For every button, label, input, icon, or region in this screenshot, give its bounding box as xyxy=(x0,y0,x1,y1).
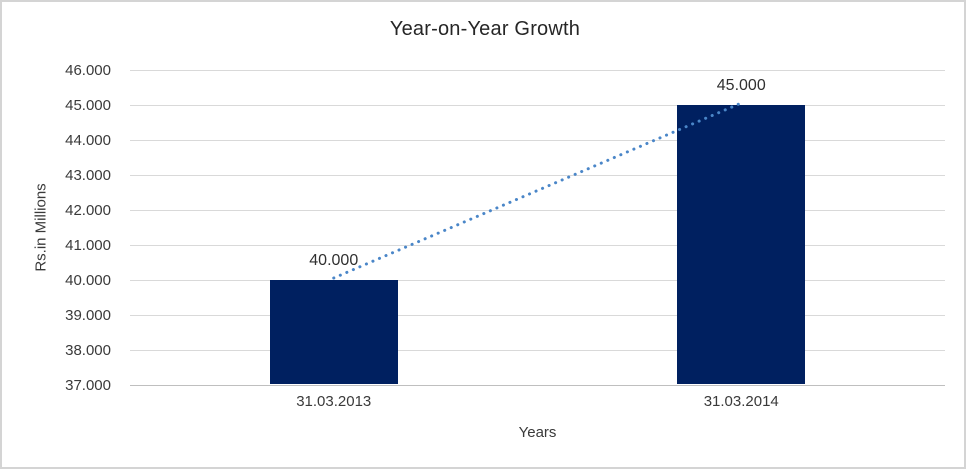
y-tick-label: 46.000 xyxy=(65,62,111,79)
y-axis-title-text: Rs.in Millions xyxy=(32,183,50,272)
y-tick-label: 44.000 xyxy=(65,132,111,149)
y-tick-label: 43.000 xyxy=(65,167,111,184)
gridline xyxy=(130,70,945,71)
y-tick-label: 40.000 xyxy=(65,272,111,289)
y-axis-title: Rs.in Millions xyxy=(32,70,50,385)
gridline xyxy=(130,350,945,351)
x-tick-label: 31.03.2013 xyxy=(296,393,372,410)
data-label: 45.000 xyxy=(716,77,766,94)
y-tick-label: 45.000 xyxy=(65,97,111,114)
y-tick-label: 37.000 xyxy=(65,377,111,394)
gridline xyxy=(130,140,945,141)
gridline xyxy=(130,245,945,246)
gridline xyxy=(130,105,945,106)
gridline xyxy=(130,210,945,211)
gridline xyxy=(130,280,945,281)
plot-area xyxy=(130,70,945,386)
chart-title: Year-on-Year Growth xyxy=(389,18,581,40)
y-tick-label: 38.000 xyxy=(65,342,111,359)
bar-31.03.2013 xyxy=(269,280,398,384)
gridline xyxy=(130,175,945,176)
trendline xyxy=(332,101,743,280)
bar-31.03.2014 xyxy=(677,105,806,384)
y-tick-label: 39.000 xyxy=(65,307,111,324)
x-tick-label: 31.03.2014 xyxy=(703,393,779,410)
data-label: 40.000 xyxy=(309,252,359,269)
x-axis-title: Years xyxy=(518,424,557,441)
y-tick-label: 42.000 xyxy=(65,202,111,219)
y-tick-label: 41.000 xyxy=(65,237,111,254)
gridline xyxy=(130,315,945,316)
x-axis-line xyxy=(130,385,945,386)
